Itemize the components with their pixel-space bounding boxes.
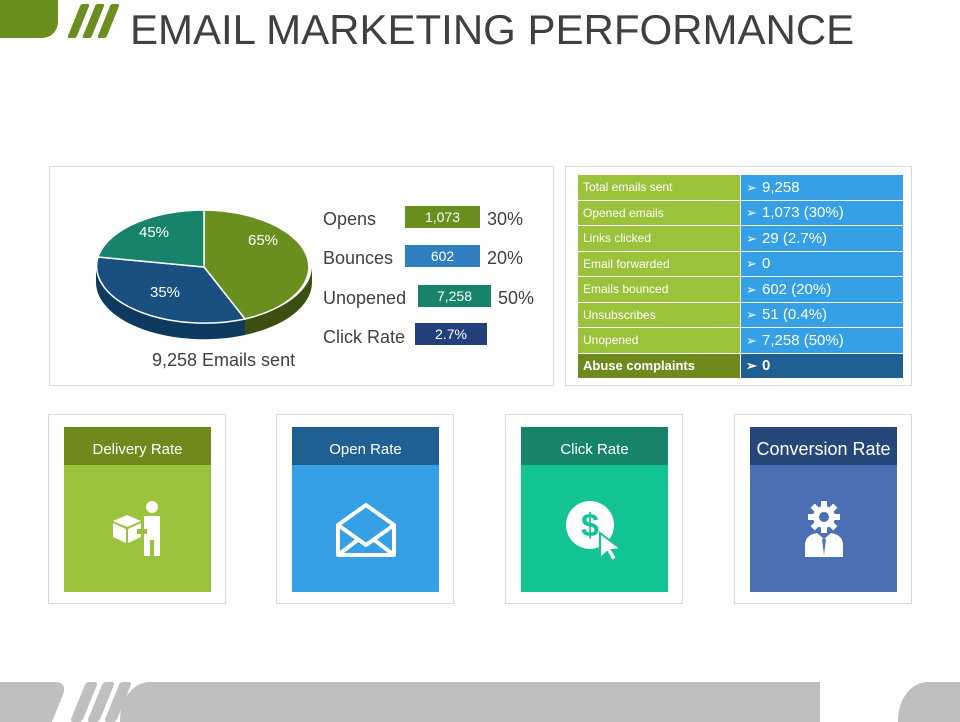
card-click-rate: Click Rate $ bbox=[505, 414, 683, 604]
table-row: Total emails sent ➢ 9,258 bbox=[577, 174, 904, 201]
stat-value-cell: ➢ 1,073 (30%) bbox=[740, 199, 904, 226]
stat-value: 1,073 (30%) bbox=[762, 204, 844, 222]
page-title: EMAIL MARKETING PERFORMANCE bbox=[130, 6, 855, 53]
pie-chart: 65% 35% 45% bbox=[95, 209, 312, 340]
legend-box-opens: 1,073 bbox=[405, 206, 480, 228]
card-title: Delivery Rate bbox=[64, 427, 211, 465]
legend-label-unopened: Unopened bbox=[323, 288, 407, 308]
legend-box-bounces: 602 bbox=[405, 245, 480, 267]
footer-bar bbox=[120, 682, 820, 722]
table-row: Unopened ➢ 7,258 (50%) bbox=[577, 327, 904, 354]
chevron-right-icon: ➢ bbox=[746, 332, 757, 348]
legend-pct-unopened: 50% bbox=[498, 288, 535, 308]
footer-accent-left bbox=[0, 682, 69, 722]
stat-value-cell: ➢ 7,258 (50%) bbox=[740, 327, 904, 354]
stat-key: Email forwarded bbox=[577, 250, 741, 277]
pie-slice-navy bbox=[95, 256, 247, 324]
chevron-right-icon: ➢ bbox=[746, 358, 757, 374]
stat-key: Unopened bbox=[577, 327, 741, 354]
open-envelope-icon bbox=[336, 503, 396, 557]
card-body bbox=[292, 465, 439, 592]
stat-value-cell: ➢ 51 (0.4%) bbox=[740, 301, 904, 328]
card-body: $ bbox=[521, 465, 668, 592]
svg-text:$: $ bbox=[581, 507, 599, 543]
card-body bbox=[64, 465, 211, 592]
stat-key: Links clicked bbox=[577, 225, 741, 252]
stats-table: Total emails sent ➢ 9,258 Opened emails ➢ 1,… bbox=[577, 174, 904, 379]
stat-value-cell: ➢ 602 (20%) bbox=[740, 276, 904, 303]
pie-slice-olive bbox=[203, 209, 310, 320]
legend-label-opens: Opens bbox=[323, 209, 377, 229]
pie-slice-teal bbox=[96, 209, 205, 268]
stat-value: 29 (2.7%) bbox=[762, 229, 828, 247]
stat-key: Unsubscribes bbox=[577, 301, 741, 328]
header-accent-bar bbox=[0, 0, 58, 38]
emails-sent-caption: 9,258 Emails sent bbox=[152, 350, 296, 370]
card-title: Open Rate bbox=[292, 427, 439, 465]
chevron-right-icon: ➢ bbox=[746, 179, 757, 195]
footer-accent-right bbox=[898, 682, 960, 722]
chevron-right-icon: ➢ bbox=[746, 281, 757, 297]
table-row: Opened emails ➢ 1,073 (30%) bbox=[577, 199, 904, 226]
stat-value-cell: ➢ 29 (2.7%) bbox=[740, 225, 904, 252]
pie-chart-panel: 65% 35% 45% 9,258 Emails sent Opens 1,07… bbox=[49, 166, 554, 386]
legend-label-bounces: Bounces bbox=[323, 248, 394, 268]
stat-value-cell: ➢ 0 bbox=[740, 352, 904, 379]
legend-box-click-rate: 2.7% bbox=[415, 323, 487, 345]
pie-side-olive bbox=[245, 267, 312, 335]
table-row: Unsubscribes ➢ 51 (0.4%) bbox=[577, 301, 904, 328]
chevron-right-icon: ➢ bbox=[746, 205, 757, 221]
chevron-right-icon: ➢ bbox=[746, 230, 757, 246]
pie-label-olive: 65% bbox=[248, 232, 278, 249]
pie-label-teal: 45% bbox=[139, 224, 169, 241]
stat-value: 0 bbox=[762, 357, 771, 375]
stat-value-cell: ➢ 9,258 bbox=[740, 174, 904, 201]
stat-value: 602 (20%) bbox=[762, 280, 832, 298]
stat-value: 7,258 (50%) bbox=[762, 331, 844, 349]
card-title: Click Rate bbox=[521, 427, 668, 465]
table-row: Email forwarded ➢ 0 bbox=[577, 250, 904, 277]
pie-side-navy bbox=[96, 267, 245, 340]
stat-key: Total emails sent bbox=[577, 174, 741, 201]
table-row: Links clicked ➢ 29 (2.7%) bbox=[577, 225, 904, 252]
stat-value-cell: ➢ 0 bbox=[740, 250, 904, 277]
chevron-right-icon: ➢ bbox=[746, 307, 757, 323]
stat-value: 0 bbox=[762, 255, 771, 273]
legend-box-unopened: 7,258 bbox=[418, 285, 491, 307]
pie-label-navy: 35% bbox=[150, 284, 180, 301]
stat-value: 9,258 bbox=[762, 178, 800, 196]
legend-label-click-rate: Click Rate bbox=[323, 327, 406, 347]
card-open-rate: Open Rate bbox=[276, 414, 454, 604]
legend-pct-bounces: 20% bbox=[487, 248, 524, 268]
table-row: Abuse complaints ➢ 0 bbox=[577, 352, 904, 379]
legend-pct-opens: 30% bbox=[487, 209, 524, 229]
card-delivery-rate: Delivery Rate bbox=[48, 414, 226, 604]
chevron-right-icon: ➢ bbox=[746, 256, 757, 272]
delivery-person-icon bbox=[113, 501, 160, 556]
card-title: Conversion Rate bbox=[750, 427, 897, 465]
dollar-click-icon: $ bbox=[566, 501, 624, 561]
gear-person-icon bbox=[805, 501, 843, 557]
stat-key: Opened emails bbox=[577, 199, 741, 226]
card-conversion-rate: Conversion Rate bbox=[734, 414, 912, 604]
card-body bbox=[750, 465, 897, 592]
stat-value: 51 (0.4%) bbox=[762, 306, 828, 324]
stat-key: Emails bounced bbox=[577, 276, 741, 303]
table-row: Emails bounced ➢ 602 (20%) bbox=[577, 276, 904, 303]
stats-table-panel: Total emails sent ➢ 9,258 Opened emails ➢ 1,… bbox=[565, 166, 912, 386]
stat-key: Abuse complaints bbox=[577, 352, 741, 379]
